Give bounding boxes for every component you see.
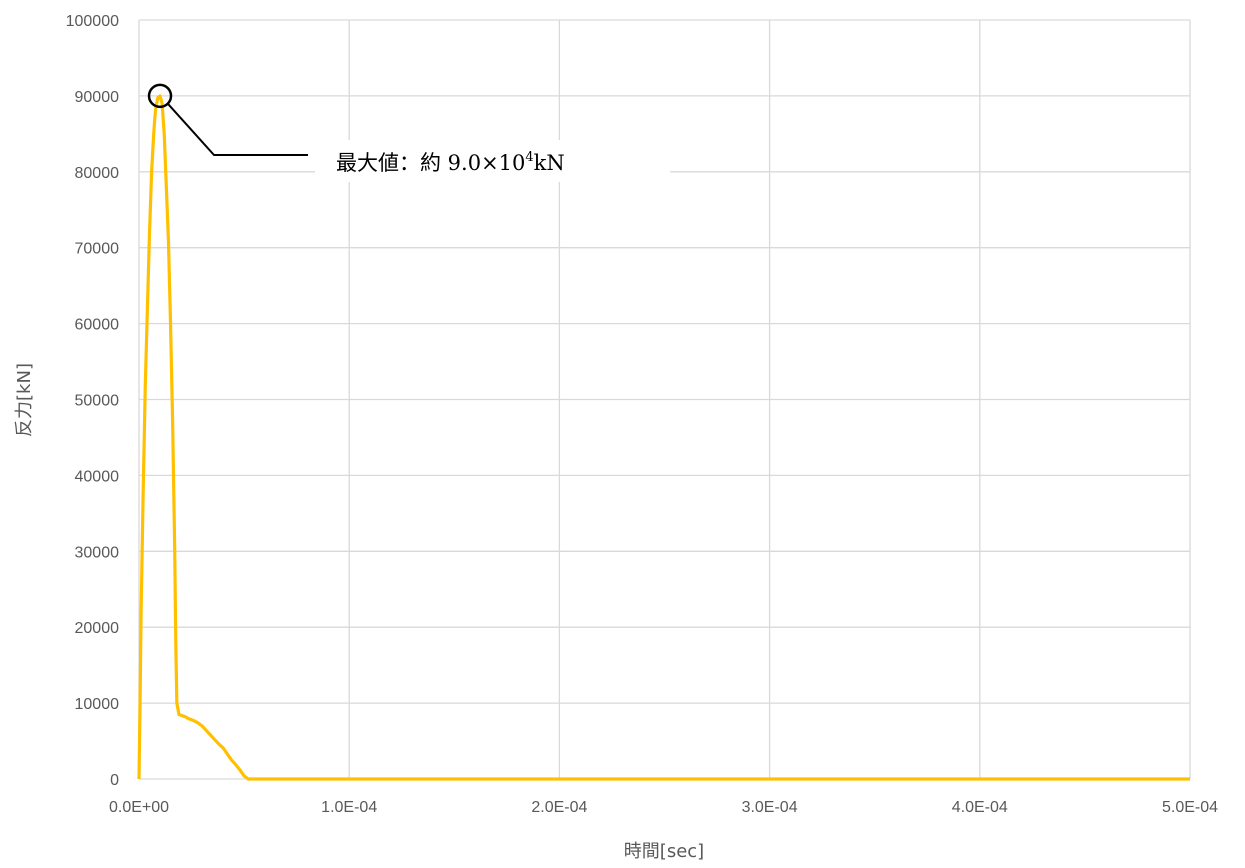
annotation-unit: kN — [534, 151, 565, 175]
x-axis-title: 時間[sec] — [624, 841, 704, 862]
annotation-superscript: 4 — [525, 150, 533, 165]
y-tick-label: 40000 — [75, 468, 120, 485]
max-point-circle — [147, 83, 173, 109]
x-tick-label: 1.0E-04 — [321, 799, 377, 816]
y-tick-label: 90000 — [75, 89, 120, 106]
y-tick-label: 20000 — [75, 620, 120, 637]
annotation-text: 最大値：約 9.0×104kN — [336, 150, 565, 175]
annotation-background — [315, 140, 670, 182]
series-line — [137, 94, 1190, 781]
y-tick-label: 0 — [110, 772, 119, 789]
y-axis-title: 反力[kN] — [14, 363, 35, 437]
y-tick-label: 30000 — [75, 544, 120, 561]
y-tick-label: 60000 — [75, 317, 120, 334]
x-tick-label: 0.0E+00 — [109, 799, 169, 816]
grid-lines — [138, 19, 1191, 780]
annotation-leader-line — [167, 103, 308, 156]
y-tick-label: 100000 — [66, 13, 119, 30]
x-tick-label: 4.0E-04 — [952, 799, 1008, 816]
y-tick-label: 50000 — [75, 393, 120, 410]
series-layer — [137, 94, 1190, 781]
x-tick-label: 5.0E-04 — [1162, 799, 1218, 816]
y-tick-label: 10000 — [75, 696, 120, 713]
y-tick-label: 70000 — [75, 241, 120, 258]
max-annotation: 最大値：約 9.0×104kN — [147, 83, 670, 182]
annotation-main: 最大値：約 9.0×10 — [336, 151, 525, 175]
x-tick-label: 3.0E-04 — [742, 799, 798, 816]
tick-labels: 0 10000 20000 30000 40000 50000 60000 70000 8000… — [66, 13, 1219, 816]
y-tick-label: 80000 — [75, 165, 120, 182]
x-tick-label: 2.0E-04 — [531, 799, 587, 816]
